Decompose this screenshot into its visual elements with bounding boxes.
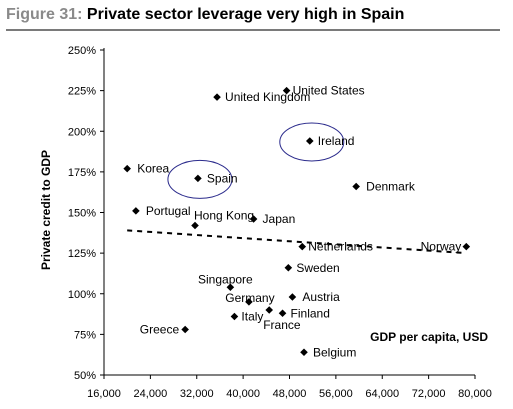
y-tick-label: 150% <box>68 208 96 220</box>
data-point-marker <box>132 207 140 215</box>
x-tick-label: 80,000 <box>458 388 492 400</box>
x-tick-label: 16,000 <box>87 388 121 400</box>
y-tick-label: 175% <box>68 167 96 179</box>
trendline-layer <box>127 229 467 255</box>
data-point-marker <box>123 164 131 173</box>
figure-title: Figure 31: Private sector leverage very … <box>6 6 404 24</box>
data-point-marker <box>352 182 360 191</box>
chart-axes: 50% 75% 100% 125% 150% 175% 200% 225% 250% 16,000… <box>68 45 492 400</box>
data-point-marker <box>226 283 235 292</box>
data-point-label: Spain <box>207 171 238 185</box>
y-tick-label: 100% <box>68 289 96 301</box>
data-point-marker <box>288 293 297 301</box>
x-axis-label: GDP per capita, USD <box>370 330 488 344</box>
highlight-layer <box>167 122 345 199</box>
data-point-label: Finland <box>291 306 330 320</box>
y-axis-label: Private credit to GDP <box>39 150 53 270</box>
trendline <box>127 229 467 255</box>
data-point-marker <box>249 215 258 223</box>
figure-title-text: Private sector leverage very high in Spa… <box>86 6 405 23</box>
x-tick-label: 72,000 <box>412 388 446 400</box>
data-point-marker <box>230 312 239 321</box>
data-point-marker <box>284 263 293 272</box>
data-point-label: Belgium <box>313 345 356 359</box>
data-point-marker <box>265 306 274 314</box>
x-tick-label: 56,000 <box>319 388 353 400</box>
data-point-label: Norway <box>421 240 462 254</box>
data-point-label: Korea <box>137 162 169 176</box>
data-point-label: Netherlands <box>308 240 373 254</box>
data-point-label: Greece <box>140 323 180 337</box>
data-point-marker <box>300 348 308 357</box>
y-tick-label: 125% <box>68 248 96 260</box>
x-tick-label: 40,000 <box>226 388 260 400</box>
data-point-label: United Kingdom <box>225 90 310 104</box>
highlight-circle <box>279 122 345 162</box>
data-point-label: Singapore <box>198 272 253 286</box>
y-tick-label: 50% <box>74 370 96 382</box>
highlight-circle <box>167 159 233 199</box>
title-rule <box>6 29 500 31</box>
data-point-marker <box>194 174 202 183</box>
y-tick-label: 250% <box>68 45 96 57</box>
data-point-label: Denmark <box>366 180 416 194</box>
y-tick-label: 200% <box>68 126 96 138</box>
data-point-marker <box>298 242 307 251</box>
data-point-marker <box>181 325 189 334</box>
figure-number: Figure 31: <box>6 6 83 23</box>
data-point-label: Italy <box>241 310 263 324</box>
x-tick-label: 24,000 <box>134 388 168 400</box>
data-point-label: Sweden <box>296 261 339 275</box>
data-point-marker <box>191 221 199 230</box>
data-point-marker <box>282 86 291 95</box>
data-point-label: Japan <box>263 212 296 226</box>
data-point-label: Hong Kong <box>194 209 254 223</box>
data-point-label: United States <box>293 84 365 98</box>
data-point-marker <box>462 242 471 251</box>
data-point-marker <box>278 309 287 318</box>
data-point-label: Ireland <box>318 134 355 148</box>
data-point-label: Germany <box>225 291 274 305</box>
y-tick-label: 75% <box>74 329 96 341</box>
y-tick-label: 225% <box>68 86 96 98</box>
data-point-label: Portugal <box>146 204 191 218</box>
x-tick-label: 48,000 <box>273 388 307 400</box>
data-point-marker <box>245 298 253 306</box>
data-point-label: France <box>263 318 301 332</box>
x-tick-label: 32,000 <box>180 388 214 400</box>
data-point-marker <box>213 93 221 101</box>
data-point-label: Austria <box>302 290 340 304</box>
x-tick-label: 64,000 <box>365 388 399 400</box>
data-point-marker <box>305 137 314 145</box>
